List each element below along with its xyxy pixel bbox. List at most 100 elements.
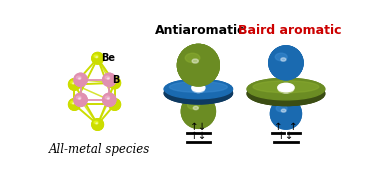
Ellipse shape	[68, 99, 80, 110]
Ellipse shape	[193, 60, 204, 70]
Ellipse shape	[278, 106, 294, 121]
Ellipse shape	[188, 55, 209, 76]
Ellipse shape	[103, 93, 116, 106]
Ellipse shape	[71, 81, 78, 88]
Ellipse shape	[183, 50, 214, 81]
Ellipse shape	[106, 97, 113, 103]
Ellipse shape	[80, 99, 81, 101]
Ellipse shape	[105, 96, 110, 99]
Ellipse shape	[68, 79, 80, 90]
Ellipse shape	[275, 52, 297, 73]
Ellipse shape	[269, 46, 303, 80]
Ellipse shape	[185, 52, 211, 78]
Ellipse shape	[275, 52, 297, 73]
Ellipse shape	[274, 102, 297, 125]
Ellipse shape	[269, 46, 303, 80]
Ellipse shape	[105, 76, 113, 84]
Text: ↑↓: ↑↓	[190, 122, 207, 132]
Ellipse shape	[188, 101, 209, 122]
Ellipse shape	[73, 83, 74, 84]
Ellipse shape	[103, 93, 116, 106]
Ellipse shape	[113, 103, 115, 104]
Ellipse shape	[113, 81, 115, 82]
Ellipse shape	[71, 81, 75, 84]
Ellipse shape	[164, 83, 232, 104]
Ellipse shape	[281, 109, 286, 112]
Ellipse shape	[96, 123, 98, 124]
Text: ↑: ↑	[274, 122, 283, 132]
Ellipse shape	[76, 95, 85, 105]
Ellipse shape	[164, 83, 232, 104]
Ellipse shape	[193, 60, 204, 70]
Text: All-metal species: All-metal species	[49, 143, 150, 156]
Ellipse shape	[164, 79, 232, 99]
Ellipse shape	[186, 99, 211, 124]
Ellipse shape	[110, 79, 119, 87]
Ellipse shape	[284, 61, 288, 65]
Ellipse shape	[253, 81, 319, 93]
Ellipse shape	[180, 47, 217, 83]
Ellipse shape	[196, 109, 200, 114]
Ellipse shape	[247, 78, 325, 100]
Ellipse shape	[77, 97, 84, 103]
Ellipse shape	[169, 82, 227, 92]
Text: ↑↓: ↑↓	[190, 131, 207, 141]
Ellipse shape	[108, 99, 110, 101]
Ellipse shape	[76, 96, 81, 99]
Ellipse shape	[282, 59, 290, 67]
Ellipse shape	[191, 57, 206, 73]
Ellipse shape	[70, 80, 79, 89]
Ellipse shape	[80, 79, 81, 81]
Text: Baird aromatic: Baird aromatic	[238, 24, 342, 37]
Ellipse shape	[270, 98, 301, 129]
Ellipse shape	[107, 98, 109, 99]
Ellipse shape	[94, 121, 98, 124]
Ellipse shape	[284, 61, 288, 65]
Ellipse shape	[74, 73, 87, 86]
Ellipse shape	[269, 46, 303, 80]
Ellipse shape	[79, 78, 81, 79]
Ellipse shape	[273, 50, 299, 76]
Ellipse shape	[114, 82, 115, 84]
Ellipse shape	[106, 77, 113, 83]
Ellipse shape	[107, 77, 112, 82]
Ellipse shape	[273, 100, 299, 127]
Ellipse shape	[78, 77, 83, 82]
Text: ↑: ↑	[289, 122, 298, 132]
Ellipse shape	[71, 101, 78, 108]
Ellipse shape	[270, 98, 301, 129]
Text: B: B	[112, 75, 120, 85]
Ellipse shape	[282, 59, 290, 67]
Ellipse shape	[284, 112, 288, 116]
Ellipse shape	[109, 99, 121, 110]
Ellipse shape	[97, 124, 98, 125]
Text: ↑↓: ↑↓	[277, 131, 295, 141]
Ellipse shape	[278, 83, 294, 92]
Ellipse shape	[109, 77, 121, 89]
Ellipse shape	[93, 120, 102, 129]
Ellipse shape	[183, 50, 214, 81]
Ellipse shape	[282, 110, 290, 118]
Ellipse shape	[192, 84, 205, 91]
Ellipse shape	[192, 86, 204, 93]
Ellipse shape	[109, 77, 121, 89]
Ellipse shape	[96, 56, 98, 58]
Ellipse shape	[194, 107, 203, 116]
Ellipse shape	[111, 80, 115, 82]
Ellipse shape	[192, 105, 205, 118]
Ellipse shape	[277, 54, 294, 71]
Ellipse shape	[73, 83, 76, 86]
Ellipse shape	[177, 44, 219, 86]
Ellipse shape	[96, 57, 99, 60]
Ellipse shape	[111, 101, 115, 104]
Ellipse shape	[78, 97, 83, 102]
Ellipse shape	[269, 46, 303, 80]
Ellipse shape	[79, 98, 81, 99]
Ellipse shape	[74, 93, 87, 106]
Ellipse shape	[280, 108, 292, 119]
Ellipse shape	[190, 103, 207, 120]
Ellipse shape	[247, 82, 325, 106]
Ellipse shape	[177, 44, 219, 86]
Ellipse shape	[280, 56, 292, 69]
Ellipse shape	[97, 58, 98, 59]
